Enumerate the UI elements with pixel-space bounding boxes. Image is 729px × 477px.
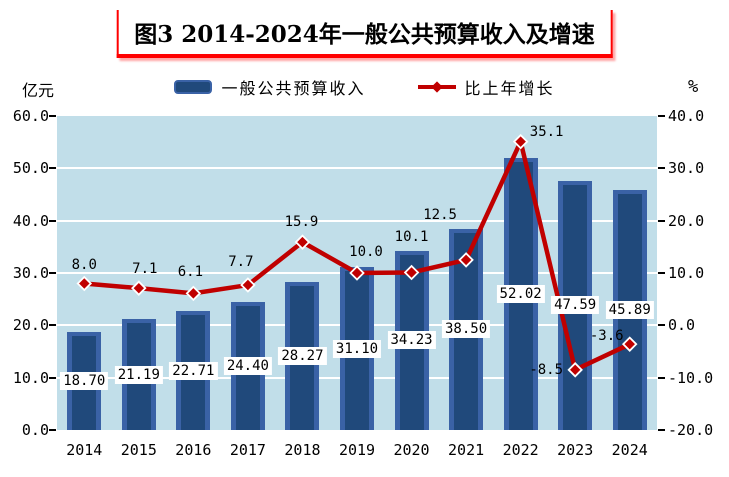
line-value-label-2016: 6.1: [177, 264, 204, 281]
right-axis-tick: [658, 272, 665, 274]
line-value-label-2017: 7.7: [228, 254, 254, 271]
line-value-label-2024: -3.6: [589, 328, 624, 345]
right-axis-tick: [658, 219, 665, 222]
legend-item-revenue: 一般公共预算收入: [174, 75, 365, 99]
bar-value-label-2021: 38.50: [442, 320, 491, 339]
bar-value-label-2022: 52.02: [496, 284, 545, 303]
right-axis-tick-label: -20.0: [668, 421, 714, 439]
right-axis-tick: [658, 324, 665, 327]
bar-value-label-2018: 28.27: [278, 347, 327, 366]
left-axis-tick-label: 0.0: [21, 421, 49, 439]
right-axis-tick-label: 30.0: [668, 159, 705, 178]
x-axis-label-2017: 2017: [229, 441, 266, 459]
right-axis-tick-label: -10.0: [668, 368, 714, 387]
x-axis-label-2021: 2021: [448, 441, 485, 459]
right-axis-tick: [658, 429, 665, 431]
line-value-label-2019: 10.0: [349, 244, 383, 260]
bar-value-label-2015: 21.19: [114, 365, 163, 384]
x-axis-label-2023: 2023: [557, 441, 594, 459]
diamond-marker-icon: [430, 81, 443, 93]
chart-title: 图3 2014-2024年一般公共预算收入及增速: [116, 10, 613, 58]
x-axis-label-2016: 2016: [175, 441, 212, 459]
x-axis-label-2024: 2024: [611, 441, 648, 459]
x-axis-label-2020: 2020: [393, 441, 430, 459]
line-value-label-2022: 35.1: [529, 123, 564, 140]
left-axis-tick: [49, 324, 56, 327]
line-value-label-2014: 8.0: [71, 257, 97, 274]
bar-value-label-2016: 22.71: [169, 361, 218, 380]
bar-series-swatch-icon: [174, 80, 213, 94]
right-axis-unit-label: %: [688, 77, 699, 97]
bar-value-label-2024: 45.89: [605, 300, 654, 319]
line-value-label-2023: -8.5: [529, 361, 564, 378]
legend: 一般公共预算收入 比上年增长: [0, 76, 729, 98]
left-axis-tick: [49, 376, 56, 379]
left-axis-tick-label: 30.0: [12, 264, 49, 282]
right-axis-tick-label: 40.0: [668, 107, 705, 125]
x-axis-label-2018: 2018: [284, 441, 321, 459]
line-value-label-2020: 10.1: [394, 229, 429, 246]
left-axis-tick: [49, 429, 56, 431]
x-axis-label-2022: 2022: [502, 441, 539, 459]
right-axis-tick-label: 20.0: [668, 211, 705, 230]
bar-value-label-2019: 31.10: [332, 339, 382, 358]
left-axis-unit-label: 亿元: [22, 83, 55, 100]
bar-value-label-2017: 24.40: [223, 357, 272, 376]
legend-label-revenue: 一般公共预算收入: [221, 81, 366, 98]
left-axis-tick-label: 20.0: [12, 316, 49, 335]
left-axis-tick-label: 60.0: [12, 107, 49, 125]
right-axis-tick: [658, 167, 665, 170]
gridline: [57, 167, 657, 170]
right-axis-tick: [658, 115, 665, 117]
legend-label-growth: 比上年增长: [464, 81, 555, 98]
left-axis-tick-label: 50.0: [12, 159, 49, 178]
bar-value-label-2014: 18.70: [60, 372, 109, 391]
left-axis-tick: [49, 219, 56, 222]
line-series-swatch-icon: [417, 80, 456, 94]
x-axis-label-2014: 2014: [66, 441, 103, 459]
x-axis-label-2015: 2015: [120, 441, 157, 459]
left-axis-tick: [49, 272, 56, 274]
line-value-label-2015: 7.1: [132, 261, 158, 278]
left-axis-tick: [49, 115, 56, 117]
left-axis-tick-label: 40.0: [12, 211, 49, 230]
right-axis-tick-label: 10.0: [668, 264, 705, 282]
left-axis-tick-label: 10.0: [12, 368, 49, 387]
line-value-label-2018: 15.9: [284, 214, 319, 231]
right-axis-tick-label: 0.0: [668, 316, 696, 335]
x-axis-label-2019: 2019: [338, 441, 376, 459]
legend-item-growth: 比上年增长: [417, 75, 555, 99]
bar-value-label-2020: 34.23: [387, 331, 436, 350]
line-value-label-2021: 12.5: [423, 206, 457, 223]
right-axis-tick: [658, 376, 665, 379]
bar-value-label-2023: 47.59: [551, 296, 600, 315]
left-axis-tick: [49, 167, 56, 170]
